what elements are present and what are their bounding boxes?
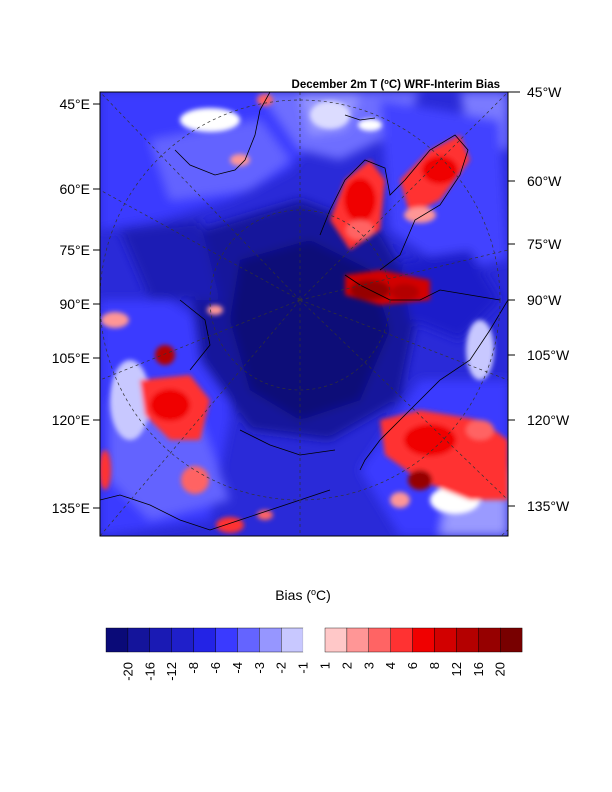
colorbar-swatch — [412, 627, 435, 653]
colorbar-swatch — [193, 627, 216, 653]
lon-label: 45°E — [59, 96, 90, 112]
lon-label: 120°W — [527, 412, 570, 428]
colorbar-tick-label: 4 — [383, 662, 398, 669]
colorbar-swatch — [105, 627, 129, 653]
colorbar-tick-label: 12 — [449, 662, 464, 676]
colorbar-boxes — [105, 627, 523, 653]
colorbar-tick-label: 2 — [339, 662, 354, 669]
bias-field — [100, 92, 508, 536]
colorbar-tick-label: -20 — [120, 662, 135, 681]
colorbar-swatch — [324, 627, 348, 653]
left-lon-labels: 45°E 60°E 75°E 90°E 105°E 120°E 135°E — [52, 96, 90, 516]
lon-label: 90°W — [527, 292, 562, 308]
colorbar-swatch — [500, 627, 523, 653]
map-title: December 2m T (oC) WRF-Interim Bias — [292, 77, 500, 92]
colorbar-tick-label: 6 — [405, 662, 420, 669]
colorbar-swatch — [390, 627, 413, 653]
colorbar-tick-label: 8 — [427, 662, 442, 669]
lon-label: 60°E — [59, 181, 90, 197]
colorbar-swatch — [456, 627, 479, 653]
colorbar-swatch — [237, 627, 260, 653]
colorbar-tick-label: -16 — [142, 662, 157, 681]
lon-label: 135°E — [52, 500, 90, 516]
lon-label: 105°W — [527, 347, 570, 363]
colorbar: Bias (oC) -20 -16 -12 -8 -6 -4 -3 -2 -1 1 2 3 4 6 8 12 1… — [105, 587, 523, 681]
colorbar-tick-label: 20 — [493, 662, 508, 676]
colorbar-swatch — [149, 627, 172, 653]
colorbar-tick-label: -2 — [274, 662, 289, 674]
colorbar-title: Bias (oC) — [275, 587, 331, 603]
graticule — [100, 92, 508, 536]
colorbar-tick-label: 16 — [471, 662, 486, 676]
colorbar-swatch — [478, 627, 501, 653]
right-lon-labels: 45°W 60°W 75°W 90°W 105°W 120°W 135°W — [527, 84, 570, 514]
colorbar-tick-label: -4 — [230, 662, 245, 674]
colorbar-tick-label: -1 — [296, 662, 311, 674]
colorbar-swatch — [127, 627, 151, 653]
lon-label: 45°W — [527, 84, 562, 100]
map-panel: December 2m T (oC) WRF-Interim Bias 45°E… — [52, 77, 570, 537]
colorbar-tick-label: 1 — [318, 662, 333, 669]
colorbar-tick-label: -8 — [186, 662, 201, 674]
colorbar-swatch — [346, 627, 369, 653]
colorbar-tick-label: -12 — [164, 662, 179, 681]
colorbar-swatch — [368, 627, 391, 653]
lon-label: 90°E — [59, 296, 90, 312]
lon-label: 120°E — [52, 412, 90, 428]
colorbar-swatch — [259, 627, 282, 653]
colorbar-swatch — [302, 627, 326, 653]
colorbar-swatch — [215, 627, 238, 653]
colorbar-swatch — [281, 627, 304, 653]
lon-label: 135°W — [527, 498, 570, 514]
coastlines — [100, 92, 508, 531]
lon-label: 105°E — [52, 350, 90, 366]
colorbar-tick-label: 3 — [361, 662, 376, 669]
lon-label: 75°W — [527, 236, 562, 252]
colorbar-tick-label: -3 — [252, 662, 267, 674]
map-ticks — [93, 91, 520, 509]
map-frame — [99, 91, 509, 537]
colorbar-swatch — [171, 627, 194, 653]
colorbar-swatch — [434, 627, 457, 653]
lon-label: 60°W — [527, 173, 562, 189]
colorbar-tick-label: -6 — [208, 662, 223, 674]
colorbar-tick-labels: -20 -16 -12 -8 -6 -4 -3 -2 -1 1 2 3 4 6 8 12 16 20 — [120, 662, 507, 681]
lon-label: 75°E — [59, 242, 90, 258]
